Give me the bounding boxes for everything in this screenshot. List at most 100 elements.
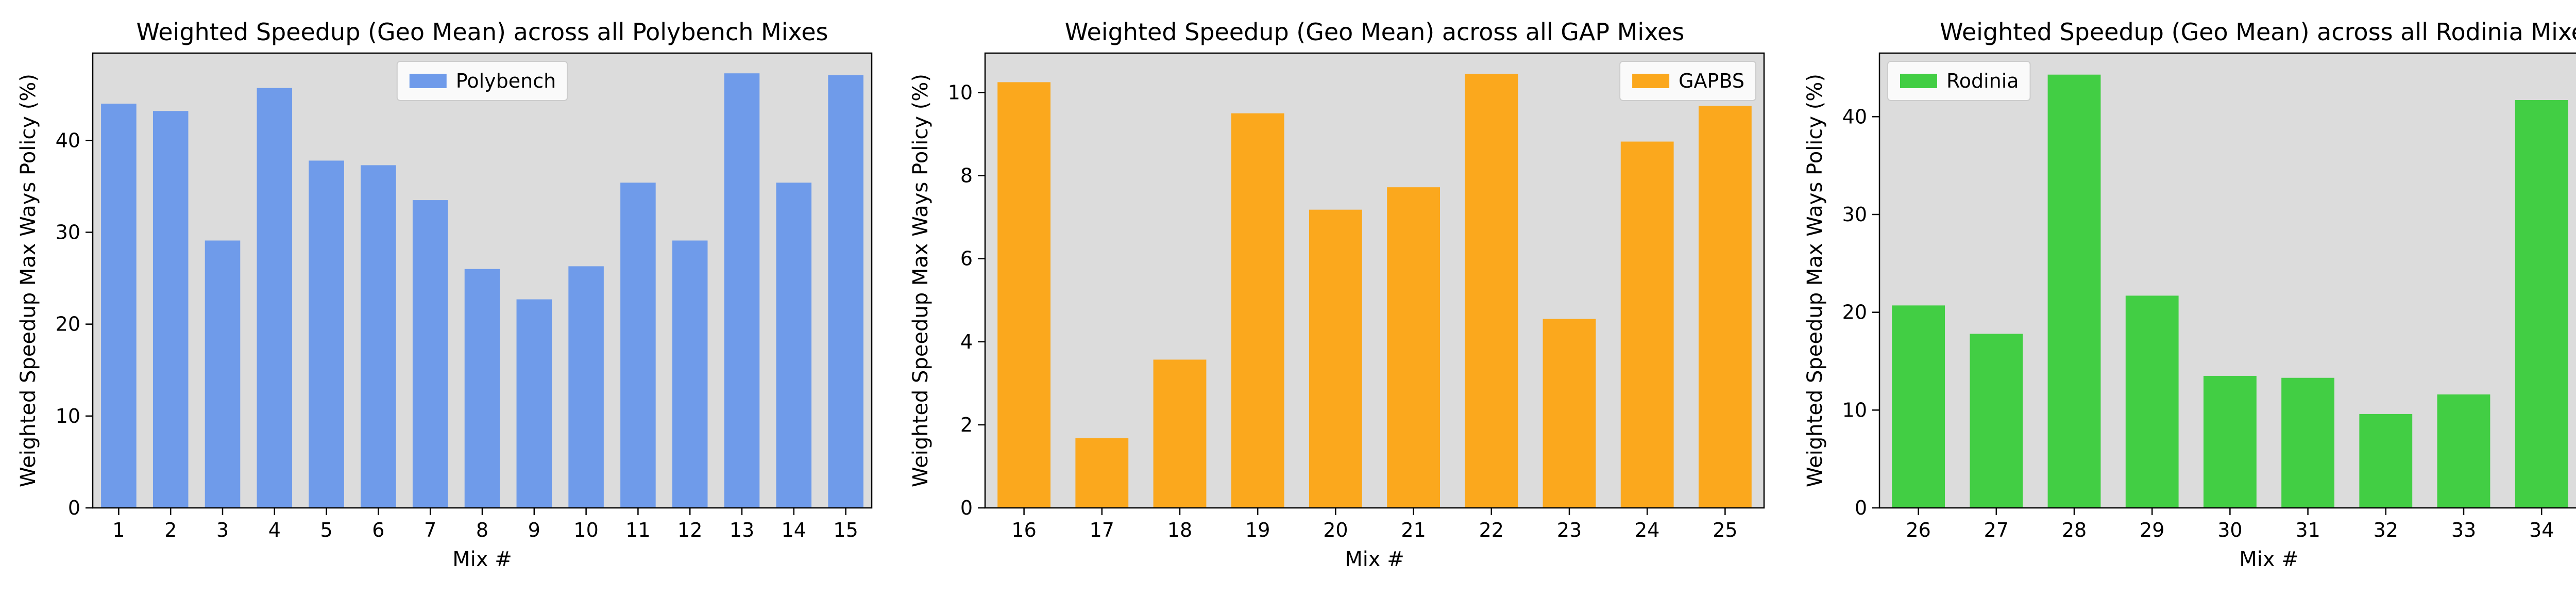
bar xyxy=(1620,141,1674,508)
y-tick-label: 6 xyxy=(960,248,973,270)
bar xyxy=(257,88,293,508)
bar xyxy=(2125,295,2179,508)
bar xyxy=(152,111,189,508)
bar xyxy=(309,160,344,508)
x-tick-label: 13 xyxy=(730,519,754,541)
bar xyxy=(672,240,708,508)
y-tick-label: 30 xyxy=(56,221,80,243)
rodinia-chart: Weighted Speedup (Geo Mean) across all R… xyxy=(1803,18,2576,571)
x-tick-label: 10 xyxy=(573,519,598,541)
bar xyxy=(2281,377,2335,508)
x-tick-label: 19 xyxy=(1245,519,1270,541)
x-tick-label: 8 xyxy=(476,519,488,541)
y-axis-label: Weighted Speedup Max Ways Policy (%) xyxy=(1803,74,1827,487)
bar xyxy=(516,299,552,508)
y-tick-label: 30 xyxy=(1842,203,1867,226)
bar xyxy=(997,82,1051,508)
x-tick-label: 21 xyxy=(1401,519,1426,541)
y-tick-label: 8 xyxy=(960,164,973,187)
x-tick-label: 28 xyxy=(2062,519,2087,541)
x-tick-label: 11 xyxy=(625,519,650,541)
x-axis-label: Mix # xyxy=(2239,548,2299,571)
bar xyxy=(1465,74,1518,508)
bar xyxy=(2047,74,2101,508)
x-tick-label: 12 xyxy=(677,519,702,541)
y-tick-label: 20 xyxy=(1842,301,1867,324)
y-tick-label: 20 xyxy=(56,313,80,336)
bar xyxy=(1309,209,1362,508)
plot-frame xyxy=(1878,52,2576,509)
x-tick-label: 29 xyxy=(2140,519,2164,541)
bar xyxy=(724,73,760,508)
bar xyxy=(2203,375,2257,508)
bar xyxy=(1153,359,1207,508)
bar xyxy=(1970,334,2023,508)
bar xyxy=(1698,106,1752,508)
bar xyxy=(828,75,863,508)
x-tick-label: 18 xyxy=(1167,519,1192,541)
x-tick-label: 23 xyxy=(1557,519,1582,541)
bar xyxy=(361,165,396,508)
x-tick-label: 30 xyxy=(2217,519,2242,541)
y-tick-label: 0 xyxy=(960,497,973,519)
y-tick-label: 10 xyxy=(1842,399,1867,421)
bar xyxy=(568,266,604,508)
y-tick-label: 10 xyxy=(56,405,80,427)
legend: Rodinia xyxy=(1887,61,2031,101)
x-tick-label: 9 xyxy=(528,519,540,541)
x-tick-label: 17 xyxy=(1090,519,1114,541)
legend: Polybench xyxy=(396,61,568,101)
x-tick-label: 22 xyxy=(1479,519,1504,541)
legend-box xyxy=(396,61,568,101)
x-tick-label: 32 xyxy=(2374,519,2398,541)
x-tick-label: 16 xyxy=(1011,519,1036,541)
legend-box xyxy=(1887,61,2031,101)
legend: GAPBS xyxy=(1619,61,1756,101)
bar xyxy=(1892,305,1945,508)
y-tick-label: 40 xyxy=(1842,105,1867,128)
y-tick-label: 0 xyxy=(68,497,80,519)
x-tick-label: 31 xyxy=(2295,519,2320,541)
bar xyxy=(1387,187,1440,508)
legend-label: Rodinia xyxy=(1946,70,2019,92)
plot-frame xyxy=(92,52,873,509)
y-tick-label: 2 xyxy=(960,414,973,436)
bar xyxy=(2437,394,2490,508)
legend-box xyxy=(1619,61,1756,101)
x-tick-label: 5 xyxy=(320,519,333,541)
chart-title: Weighted Speedup (Geo Mean) across all P… xyxy=(136,18,828,46)
x-tick-label: 25 xyxy=(1713,519,1737,541)
bar xyxy=(1543,319,1596,508)
chart-title: Weighted Speedup (Geo Mean) across all R… xyxy=(1940,18,2576,46)
bar xyxy=(2359,414,2413,508)
legend-swatch xyxy=(1632,74,1670,88)
x-axis-label: Mix # xyxy=(452,548,512,571)
x-tick-label: 6 xyxy=(372,519,384,541)
x-tick-label: 14 xyxy=(782,519,806,541)
y-tick-label: 4 xyxy=(960,331,973,353)
bar xyxy=(2515,100,2568,508)
bar xyxy=(205,240,241,508)
x-tick-label: 27 xyxy=(1984,519,2009,541)
y-axis-label: Weighted Speedup Max Ways Policy (%) xyxy=(909,74,933,487)
x-tick-label: 2 xyxy=(164,519,177,541)
x-axis-label: Mix # xyxy=(1345,548,1404,571)
legend-swatch xyxy=(1900,74,1937,88)
y-axis-label: Weighted Speedup Max Ways Policy (%) xyxy=(16,74,40,487)
legend-label: Polybench xyxy=(456,70,556,92)
x-tick-label: 3 xyxy=(216,519,229,541)
bar xyxy=(1075,438,1129,508)
polybench-chart: Weighted Speedup (Geo Mean) across all P… xyxy=(16,18,873,571)
y-tick-label: 40 xyxy=(56,129,80,152)
bar xyxy=(1231,113,1284,508)
y-tick-label: 10 xyxy=(948,81,973,104)
x-tick-label: 1 xyxy=(112,519,125,541)
y-tick-label: 0 xyxy=(1855,497,1867,519)
legend-swatch xyxy=(409,74,447,88)
plot-frame xyxy=(984,52,1765,509)
x-tick-label: 15 xyxy=(833,519,858,541)
gap-chart: Weighted Speedup (Geo Mean) across all G… xyxy=(909,18,1765,571)
bar xyxy=(620,183,656,508)
x-tick-label: 34 xyxy=(2529,519,2554,541)
